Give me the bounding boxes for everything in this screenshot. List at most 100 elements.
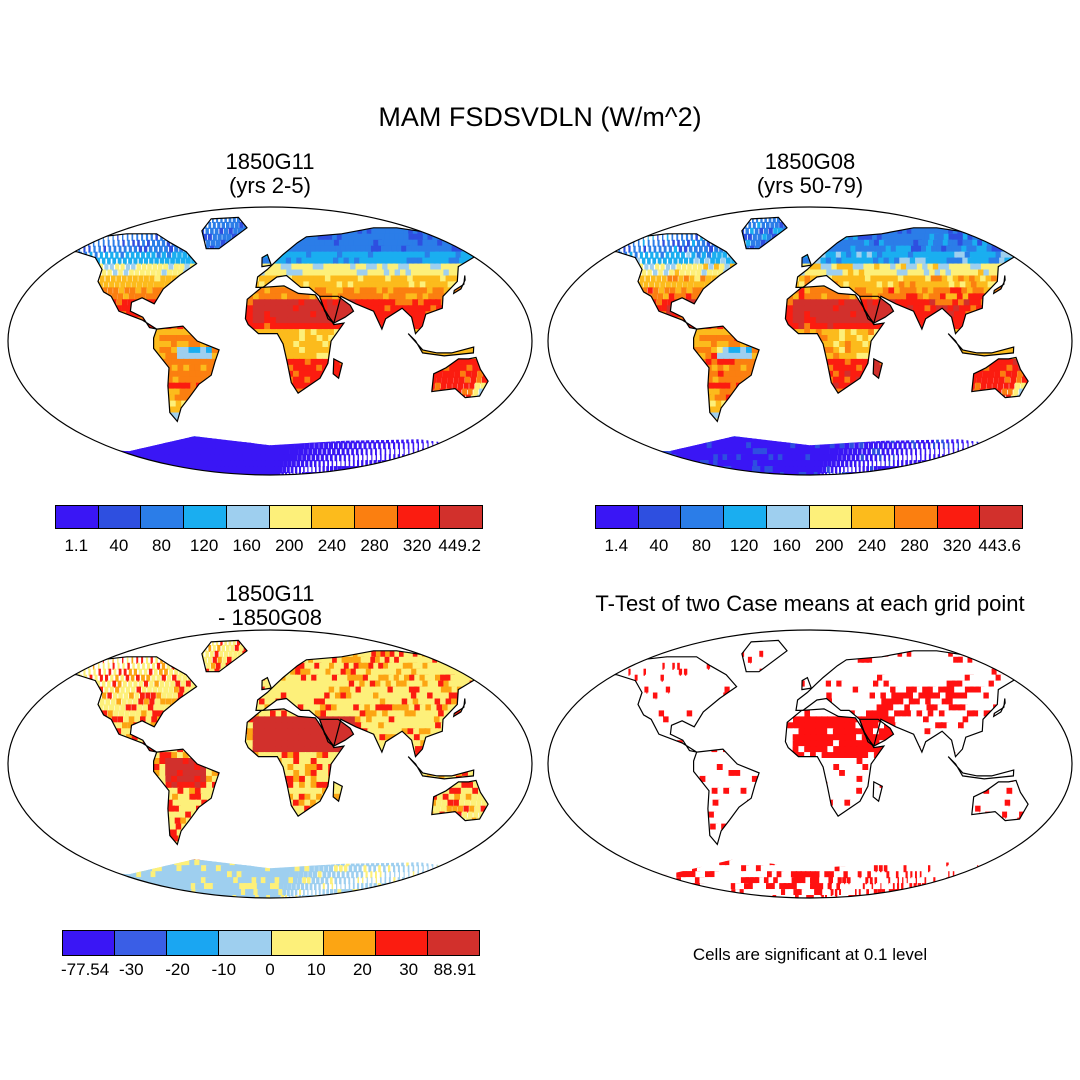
panel-1-title: 1850G11 (yrs 2-5): [130, 150, 410, 198]
colorbar-tick-label: 120: [729, 536, 759, 555]
map-border: [547, 629, 1073, 899]
colorbar-swatch: [638, 506, 682, 528]
coastline-africa: [784, 708, 886, 817]
colorbar-swatch: [724, 506, 767, 528]
coastline-madagascar: [872, 357, 883, 380]
coastline-africa: [244, 708, 346, 817]
coastline-indonesia: [407, 756, 475, 780]
coastline-japan: [992, 698, 1006, 718]
colorbar-tick-label: 20: [352, 960, 372, 979]
coastline-australia: [431, 356, 489, 399]
colorbar-tick-label: 40: [109, 536, 129, 555]
colorbar-tick-label: 10: [306, 960, 326, 979]
colorbar-swatch: [226, 506, 270, 528]
panel-3-title-line2: - 1850G08: [218, 605, 322, 630]
figure-title: MAM FSDSVDLN (W/m^2): [378, 102, 702, 132]
panel-1-title-line2: (yrs 2-5): [229, 173, 311, 198]
colorbar-tick-label: 40: [649, 536, 669, 555]
map-border: [7, 629, 533, 899]
colorbar-tick-label: 200: [815, 536, 844, 555]
colorbar-swatch: [184, 506, 227, 528]
panel-3-title: 1850G11 - 1850G08: [130, 582, 410, 630]
colorbar-swatch: [271, 931, 324, 955]
colorbar-tick-label: 240: [317, 536, 347, 555]
panel-2-colorbar: [595, 505, 1023, 529]
colorbar-tick-label: -10: [211, 960, 237, 979]
coastline-samerica: [693, 748, 760, 846]
panel-3-title-line1: 1850G11: [225, 581, 315, 606]
colorbar-tick-label: 80: [692, 536, 711, 555]
colorbar-swatch: [894, 506, 938, 528]
colorbar-tick-label: 449.2: [438, 536, 481, 555]
coastline-samerica: [153, 748, 220, 846]
panel-4-title: T-Test of two Case means at each grid po…: [595, 591, 1025, 616]
colorbar-swatch: [56, 506, 99, 528]
coastline-indonesia: [947, 756, 1015, 780]
colorbar-swatch: [98, 506, 142, 528]
panel-3-map: [7, 629, 533, 899]
panel-1-colorbar: [55, 505, 483, 529]
coastline-africa: [244, 285, 346, 394]
colorbar-tick-label: -30: [119, 960, 144, 979]
colorbar-swatch: [980, 506, 1023, 528]
coastline-japan: [452, 698, 466, 718]
panel-2-title: 1850G08 (yrs 50-79): [670, 150, 950, 198]
coastline-greenland: [741, 639, 788, 673]
colorbar-swatch: [427, 931, 479, 955]
colorbar-tick-label: 443.6: [978, 536, 1021, 555]
coastline-madagascar: [872, 780, 883, 803]
coastline-namerica: [596, 656, 738, 753]
colorbar-tick-label: 280: [360, 536, 389, 555]
coastline-namerica: [56, 656, 198, 753]
colorbar-tick-label: 320: [402, 536, 432, 555]
panel-3-colorbar-labels: -77.54 -30 -20 -10 0 10 20 30 88.91: [61, 960, 478, 980]
colorbar-swatch: [115, 931, 168, 955]
coastline-greenland: [201, 216, 248, 250]
colorbar-tick-label: 30: [399, 960, 419, 979]
colorbar-swatch: [312, 506, 355, 528]
panel-2-title-line2: (yrs 50-79): [756, 173, 864, 198]
map-border: [547, 206, 1073, 476]
colorbar-swatch: [167, 931, 220, 955]
coastline-samerica: [693, 325, 760, 423]
colorbar-tick-label: 1.4: [604, 536, 629, 555]
colorbar-swatch: [375, 931, 428, 955]
coastline-africa: [784, 285, 886, 394]
colorbar-swatch: [440, 506, 483, 528]
colorbar-tick-label: -77.54: [61, 960, 110, 979]
coastline-greenland: [741, 216, 788, 250]
colorbar-swatch: [681, 506, 725, 528]
colorbar-tick-label: 88.91: [433, 960, 477, 979]
coastline-uk: [801, 253, 813, 268]
coastline-samerica: [153, 325, 220, 423]
map-border: [7, 206, 533, 476]
colorbar-swatch: [219, 931, 272, 955]
colorbar-swatch: [63, 931, 116, 955]
panel-2-title-line1: 1850G08: [764, 149, 856, 174]
coastline-greenland: [201, 639, 248, 673]
colorbar-swatch: [766, 506, 810, 528]
panel-1-title-line1: 1850G11: [225, 149, 315, 174]
coastline-japan: [452, 275, 466, 295]
coastline-arabia: [318, 295, 355, 324]
colorbar-swatch: [141, 506, 185, 528]
colorbar-tick-label: 160: [232, 536, 261, 555]
colorbar-swatch: [269, 506, 313, 528]
coastline-namerica: [596, 233, 738, 330]
coastline-namerica: [56, 233, 198, 330]
coastline-australia: [971, 779, 1029, 822]
colorbar-swatch: [596, 506, 639, 528]
coastline-arabia: [858, 718, 895, 747]
colorbar-swatch: [809, 506, 853, 528]
panel-3-colorbar: [62, 930, 480, 956]
panel-1-colorbar-labels: 1.1 40 80 120 160 200 240 280 320 449.2: [55, 536, 481, 556]
colorbar-swatch: [354, 506, 398, 528]
colorbar-tick-label: 320: [942, 536, 972, 555]
panel-4-map: [547, 629, 1073, 899]
colorbar-tick-label: 200: [275, 536, 304, 555]
panel-2-map: [547, 206, 1073, 476]
significance-note: Cells are significant at 0.1 level: [692, 945, 928, 964]
coastline-arabia: [318, 718, 355, 747]
colorbar-tick-label: -20: [165, 960, 190, 979]
coastline-japan: [992, 275, 1006, 295]
